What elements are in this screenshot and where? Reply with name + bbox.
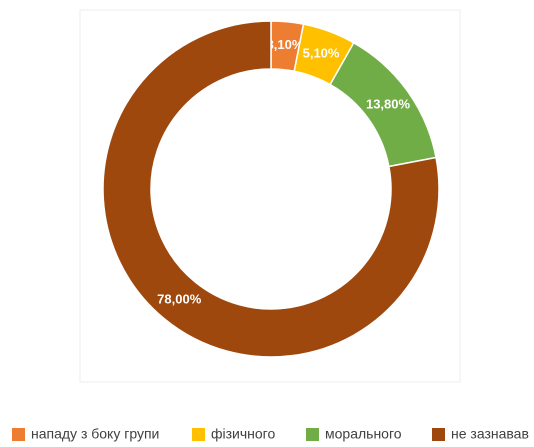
legend-swatch	[192, 428, 205, 441]
legend-swatch	[432, 428, 445, 441]
legend-label: фізичного	[211, 426, 275, 442]
donut-segment	[102, 20, 440, 358]
legend-swatch	[12, 428, 25, 441]
data-label: 78,00%	[157, 291, 202, 306]
legend-label: не зазнавав	[451, 426, 529, 442]
legend-swatch	[306, 428, 319, 441]
plot-area	[79, 9, 461, 383]
legend-label: нападу з боку групи	[31, 426, 159, 442]
data-label: 5,10%	[303, 45, 340, 60]
legend-label: морального	[325, 426, 402, 442]
data-label: 13,80%	[366, 97, 411, 112]
data-label: 3,10%	[267, 37, 304, 52]
